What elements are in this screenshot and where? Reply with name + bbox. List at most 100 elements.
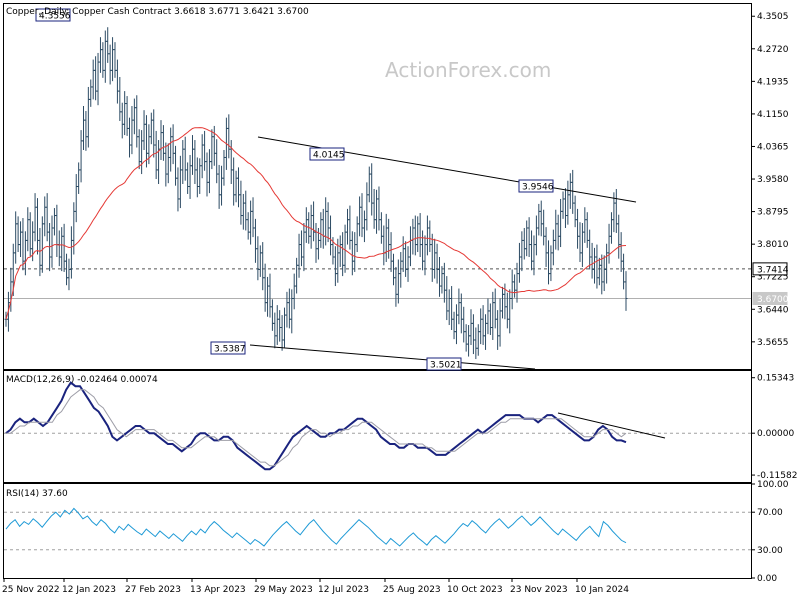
y-tick-label: -0.11582 [757, 471, 797, 481]
price-bar [534, 215, 538, 256]
price-bar [585, 212, 589, 248]
price-bar [283, 307, 287, 348]
macd-layer [4, 381, 751, 471]
price-bar [297, 233, 301, 278]
price-bar [430, 233, 434, 282]
price-bar [195, 157, 199, 198]
price-bar [559, 198, 563, 248]
price-bar [404, 241, 408, 277]
axis-layer: 4.3505 4.2720 4.1935 4.1150 4.0365 3.9580 3.87… [2, 12, 797, 595]
rsi-layer [4, 507, 751, 551]
price-bar [128, 117, 132, 158]
price-bar [103, 30, 107, 83]
price-bar [411, 218, 415, 255]
price-bar [137, 129, 141, 170]
price-bar [142, 110, 146, 150]
price-bar [375, 189, 379, 234]
price-bar [440, 266, 444, 294]
y-tick-label: 3.6440 [757, 305, 789, 315]
price-bar [563, 188, 567, 228]
price-bar [450, 286, 454, 331]
price-bar [241, 193, 245, 230]
price-bar [537, 203, 541, 236]
price-bar [176, 167, 180, 212]
macd-panel-frame [3, 370, 752, 483]
price-bar [345, 208, 349, 245]
price-bar [55, 204, 59, 258]
annotation-label: 4.0145 [313, 151, 345, 161]
price-bar [462, 306, 466, 343]
price-bar [593, 247, 597, 284]
price-bar [115, 59, 119, 104]
price-bar [256, 236, 260, 281]
price-bar [554, 209, 558, 250]
price-bar [21, 218, 25, 271]
price-bar [186, 162, 190, 194]
price-bar [16, 216, 20, 253]
y-tick-label: 3.7225 [757, 273, 789, 283]
price-bar [413, 215, 417, 256]
price-bar [96, 52, 100, 106]
price-bar [457, 288, 461, 325]
price-bar [605, 243, 609, 284]
price-bar [355, 216, 359, 253]
price-bar [82, 106, 85, 150]
price-bar [67, 258, 71, 291]
price-bar [372, 188, 376, 229]
price-layer: 4.3556 4.0145 3.9546 3.5387 3.5021 [4, 8, 751, 371]
price-bar [479, 308, 483, 345]
y-tick-label: 3.8010 [757, 240, 789, 250]
price-bar [312, 201, 316, 242]
price-bar [98, 37, 102, 73]
price-bar [522, 227, 526, 260]
price-bar [590, 242, 594, 279]
y-tick-label: 4.2720 [757, 45, 789, 55]
price-panel-title: Copper, Daily: Copper Cash Contract 3.66… [6, 7, 309, 17]
price-bar [205, 152, 209, 197]
price-bar [166, 143, 170, 184]
price-bar [207, 149, 211, 194]
price-bar [360, 193, 364, 238]
price-bar [513, 274, 517, 298]
price-bar [561, 191, 565, 219]
price-bar [539, 200, 543, 237]
price-bar [401, 236, 405, 272]
price-bar [157, 140, 161, 185]
price-bar [454, 304, 458, 345]
signal-line [6, 389, 627, 467]
price-bar [40, 216, 44, 273]
price-bar [270, 299, 274, 331]
watermark: ActionForex.com [385, 58, 551, 82]
x-tick-label: 27 Feb 2023 [125, 585, 181, 595]
annotation-box [426, 357, 462, 371]
price-annotation: 3.9546 [518, 179, 554, 193]
price-bar [130, 106, 134, 155]
price-bar [295, 257, 299, 294]
price-bar [566, 180, 570, 225]
x-tick-label: 10 Oct 2023 [447, 585, 503, 595]
price-bar [464, 324, 468, 352]
price-bar [614, 188, 618, 233]
price-bar [266, 276, 270, 317]
price-bar [467, 325, 471, 357]
price-bar [113, 42, 117, 78]
price-bar [232, 157, 236, 206]
price-bar [353, 232, 357, 272]
price-bar [314, 223, 318, 263]
price-bar [377, 186, 381, 231]
price-bar [123, 91, 127, 136]
price-bar [571, 169, 575, 214]
price-bar [399, 252, 403, 288]
price-bar [425, 215, 429, 256]
price-bar [600, 254, 604, 295]
price-bar [588, 229, 592, 270]
price-bar [45, 193, 49, 242]
price-bar [217, 164, 221, 209]
macd-line [5, 381, 627, 471]
price-bar [392, 253, 395, 286]
price-bar [362, 210, 366, 243]
price-bar [285, 291, 289, 328]
price-bar [319, 212, 323, 248]
price-bar [174, 145, 178, 186]
